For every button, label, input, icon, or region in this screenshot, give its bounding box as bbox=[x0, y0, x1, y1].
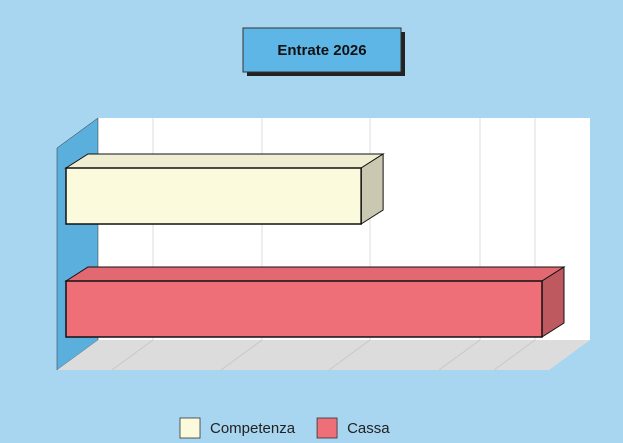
bars bbox=[64, 153, 566, 338]
legend-label: Cassa bbox=[347, 420, 390, 437]
floor-line bbox=[220, 339, 263, 371]
bar-top bbox=[64, 153, 385, 169]
floor-line bbox=[438, 339, 481, 371]
floor-line bbox=[328, 339, 371, 371]
legend-swatch bbox=[179, 417, 201, 439]
legend: Competenza Cassa bbox=[179, 417, 390, 439]
bar-front bbox=[65, 280, 543, 338]
chart-title: Entrate 2026 bbox=[277, 42, 366, 59]
legend-label: Competenza bbox=[210, 420, 296, 437]
floor-line bbox=[493, 339, 536, 371]
bar-top bbox=[64, 266, 566, 282]
legend-swatch bbox=[316, 417, 338, 439]
floor-line bbox=[111, 339, 154, 371]
bar bbox=[64, 153, 385, 225]
floor bbox=[57, 340, 590, 370]
bar-front bbox=[65, 167, 362, 225]
bar bbox=[64, 266, 566, 338]
title-box bbox=[242, 27, 402, 73]
